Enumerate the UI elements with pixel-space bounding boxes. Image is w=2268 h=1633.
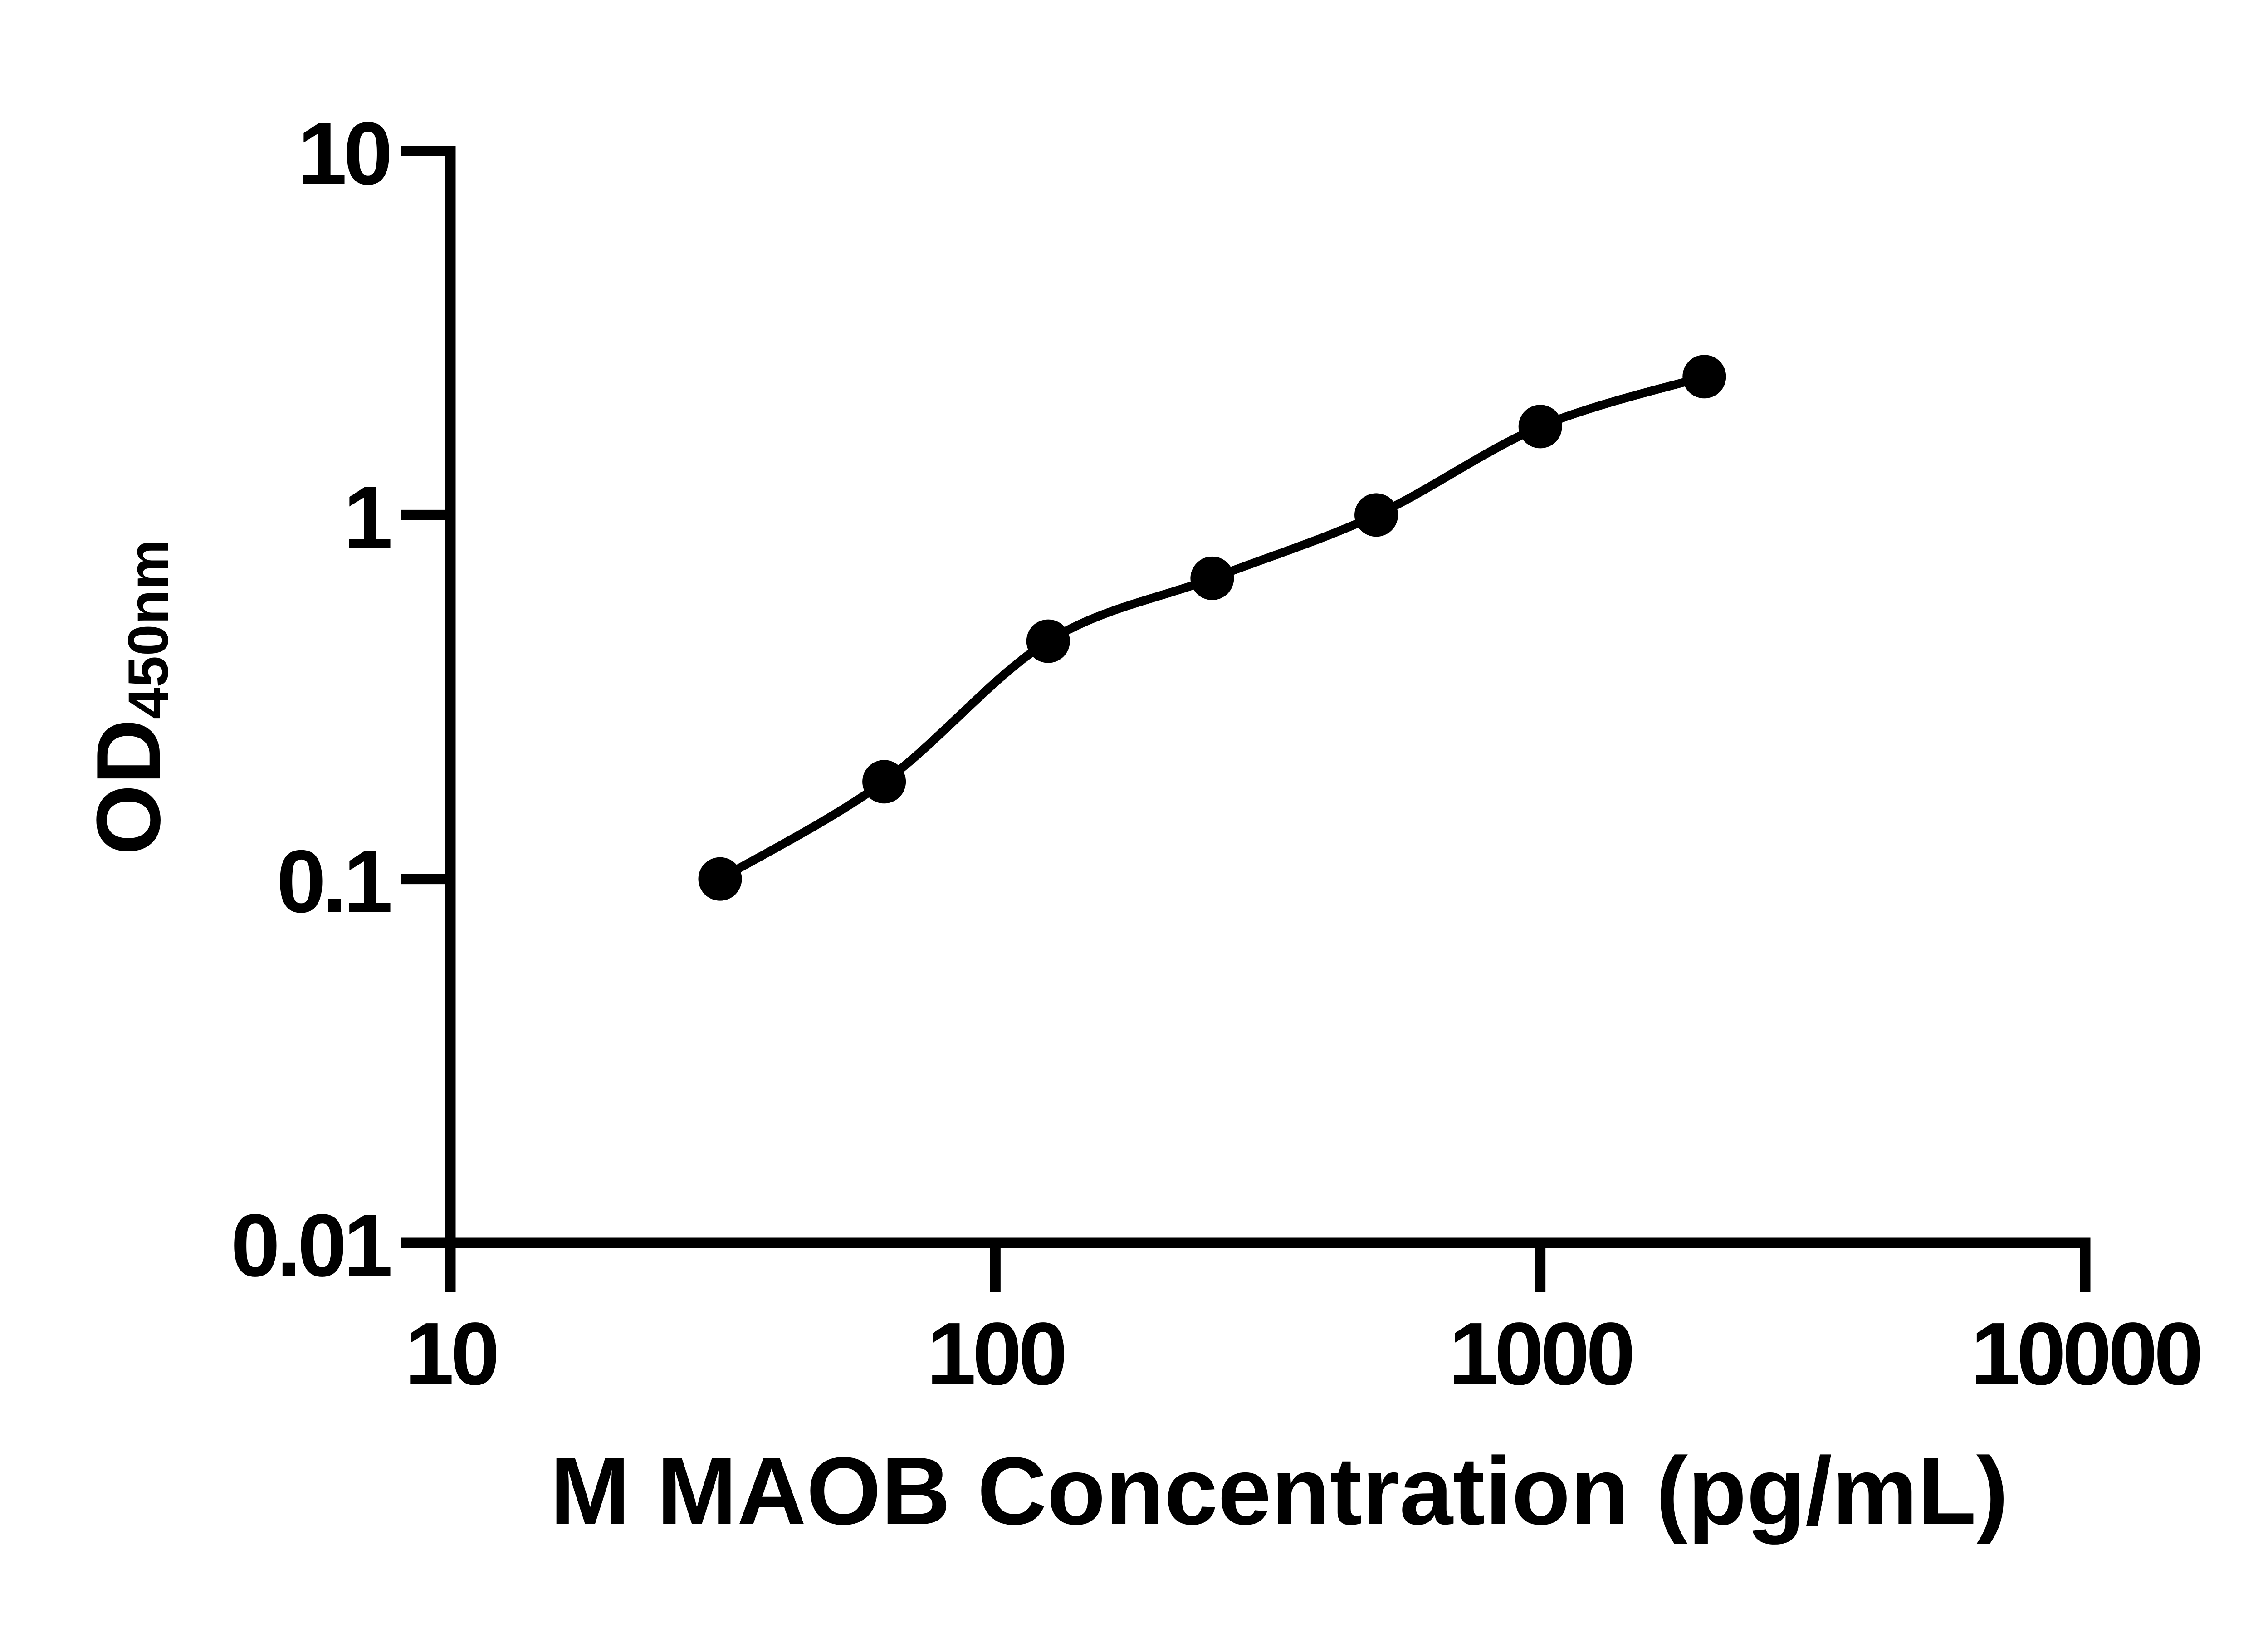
y-tick-label: 1 bbox=[343, 468, 391, 567]
x-tick-label: 100 bbox=[927, 1304, 1064, 1403]
data-point bbox=[1026, 619, 1070, 663]
y-axis-title: OD450nm bbox=[78, 539, 180, 855]
plot-layer: 10 100 1000 10000 0.01 0.1 1 10 bbox=[231, 104, 2204, 1403]
y-tick-label: 0.1 bbox=[277, 832, 391, 931]
data-point bbox=[1190, 556, 1234, 600]
y-tick-label: 0.01 bbox=[231, 1196, 391, 1295]
y-axis-title-subscript: 450nm bbox=[117, 539, 180, 719]
data-point bbox=[1682, 355, 1726, 399]
fit-curve bbox=[718, 372, 1706, 883]
y-axis-title-main: OD bbox=[78, 719, 179, 855]
x-tick-label: 1000 bbox=[1449, 1304, 1632, 1403]
x-axis-title: M MAOB Concentration (pg/mL) bbox=[550, 1437, 2009, 1545]
data-point bbox=[862, 760, 906, 804]
x-tick-label: 10 bbox=[405, 1304, 496, 1403]
data-point bbox=[1518, 405, 1562, 449]
data-point bbox=[1354, 493, 1398, 537]
x-tick-label: 10000 bbox=[1970, 1304, 2200, 1403]
data-point bbox=[698, 857, 742, 901]
y-tick-label: 10 bbox=[298, 104, 389, 203]
